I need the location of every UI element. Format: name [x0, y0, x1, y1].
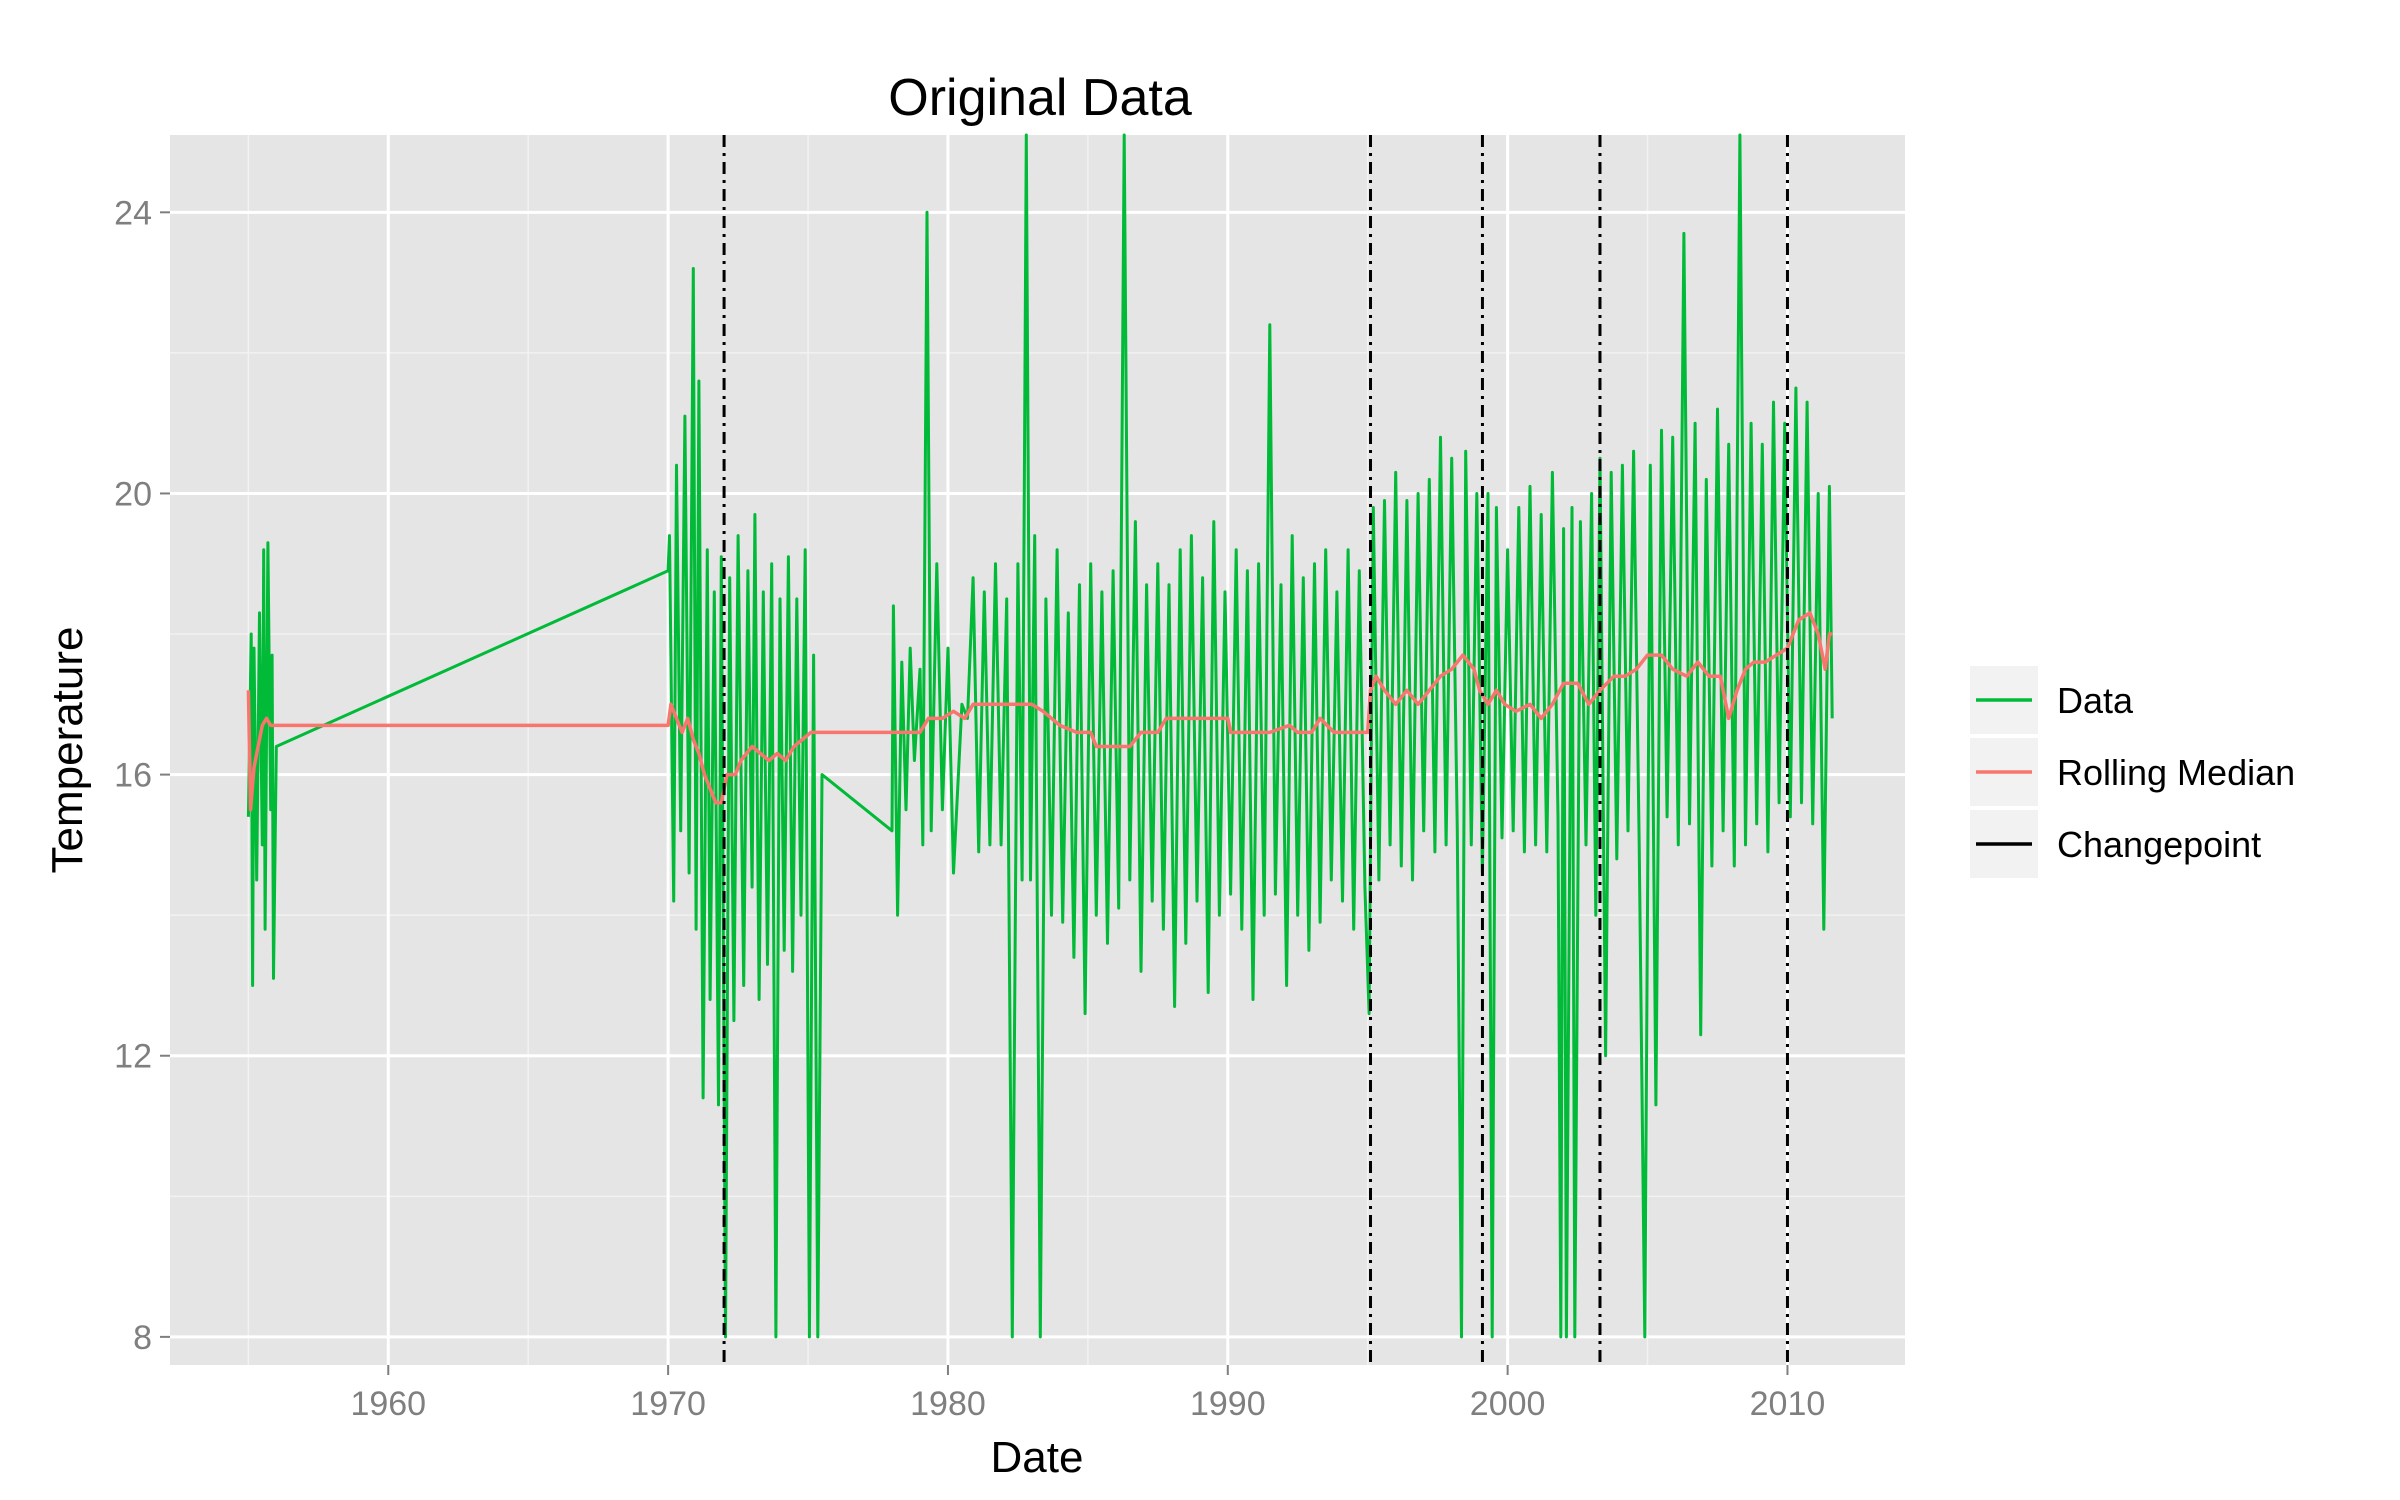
y-tick-label: 12 [114, 1038, 152, 1076]
y-tick-labels: 8 12 16 20 24 [114, 194, 152, 1357]
legend: Data Rolling Median Changepoint [1970, 666, 2295, 878]
data-line [246, 133, 1834, 1339]
axis-ticks [160, 211, 1789, 1375]
chart-title: Original Data [888, 69, 1192, 127]
x-tick-label: 2000 [1470, 1385, 1546, 1423]
y-tick-label: 20 [114, 475, 152, 513]
x-tick-label: 1960 [350, 1385, 426, 1423]
y-tick-label: 16 [114, 757, 152, 795]
series-layer [246, 133, 1834, 1365]
legend-label-changepoint: Changepoint [2057, 824, 2261, 865]
legend-item-rolling-median: Rolling Median [1970, 738, 2295, 806]
legend-label-rolling-median: Rolling Median [2057, 752, 2295, 793]
rolling-median-line [246, 611, 1833, 812]
x-tick-label: 1980 [910, 1385, 986, 1423]
data-series [246, 133, 1834, 1339]
x-axis-title: Date [991, 1433, 1084, 1482]
legend-item-changepoint: Changepoint [1970, 810, 2261, 878]
legend-label-data: Data [2057, 680, 2134, 721]
y-axis-title: Temperature [43, 626, 92, 873]
changepoint-lines [722, 135, 1789, 1365]
y-tick-label: 24 [114, 194, 152, 232]
x-tick-label: 2010 [1750, 1385, 1826, 1423]
x-tick-label: 1970 [630, 1385, 706, 1423]
rolling-median-series [246, 611, 1833, 812]
y-tick-label: 8 [133, 1319, 152, 1357]
legend-item-data: Data [1970, 666, 2134, 734]
x-tick-label: 1990 [1190, 1385, 1266, 1423]
x-tick-labels: 1960 1970 1980 1990 2000 2010 [350, 1385, 1825, 1423]
